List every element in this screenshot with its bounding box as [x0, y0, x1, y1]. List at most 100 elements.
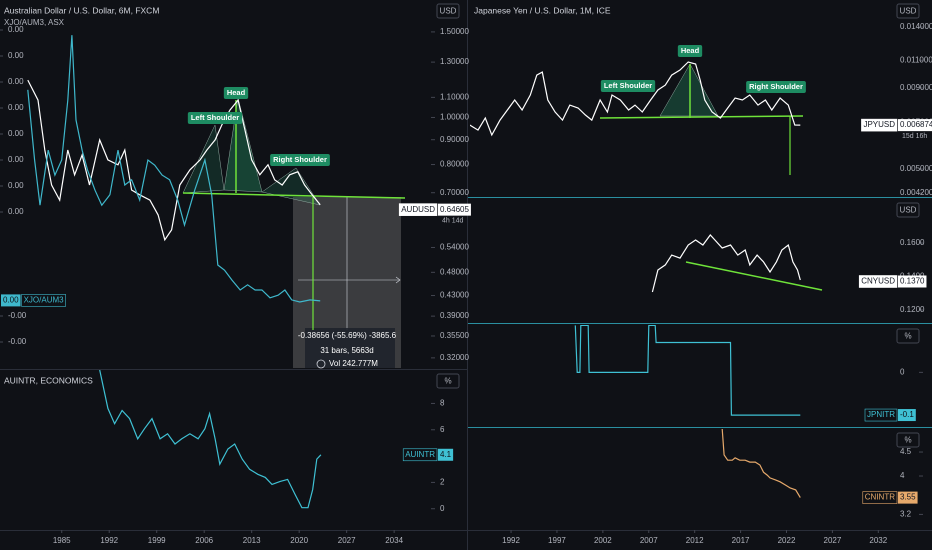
pane-title: Australian Dollar / U.S. Dollar, 6M, FXC… — [4, 5, 159, 15]
series-name-tag: CNYUSD — [861, 277, 895, 286]
y-tick-label: 0.35500 — [440, 331, 469, 340]
pattern-label-box — [187, 112, 243, 124]
last-value-tag — [1, 294, 21, 307]
pattern-label-box — [746, 81, 806, 93]
last-value-label: -0.1 — [900, 410, 914, 419]
y-tick-label: 1.10000 — [440, 92, 469, 101]
y-tick-label: 0 — [900, 367, 905, 376]
pane-title: Japanese Yen / U.S. Dollar, 1M, ICE — [474, 5, 611, 15]
y-tick-label: 0.005000 — [900, 164, 932, 173]
pattern-label: Left Shoulder — [191, 113, 239, 122]
y-tick-label: 0.90000 — [440, 135, 469, 144]
series-line — [721, 429, 801, 498]
x-tick-label: 2017 — [732, 536, 750, 545]
series-line — [470, 61, 801, 137]
y-tick-label: 8 — [440, 399, 445, 408]
series-name-box — [864, 408, 898, 422]
y-tick-label: 0.48000 — [440, 267, 469, 276]
series-name-box — [398, 203, 438, 216]
last-value-tag — [898, 409, 916, 422]
series-line — [574, 325, 801, 416]
unit-label: USD — [900, 206, 917, 215]
last-value-label: 0.00 — [3, 296, 19, 305]
pattern-label: Head — [227, 88, 246, 97]
neckline — [182, 192, 406, 199]
x-tick-label: 2007 — [640, 536, 658, 545]
last-value-label: 4.1 — [440, 450, 452, 459]
series-line — [99, 370, 322, 509]
series-name-tag: CNINTR — [865, 493, 895, 502]
last-value-label: 0.64605 — [440, 205, 469, 214]
y-tick-label: 0.1600 — [900, 238, 925, 247]
series-name-box — [862, 491, 898, 504]
y2-tick-label: 0.00 — [8, 129, 24, 138]
x-tick-label: 2027 — [338, 536, 356, 545]
series-line — [651, 234, 801, 293]
measure-span: 31 bars, 5663d — [320, 346, 373, 355]
last-value-tag — [898, 491, 918, 504]
y-tick-label: 1.30000 — [440, 57, 469, 66]
x-tick-label: 1992 — [100, 536, 118, 545]
y2-tick-label: 0.00 — [8, 77, 24, 86]
x-tick-label: 2022 — [778, 536, 796, 545]
y-tick-label: 0.43000 — [440, 291, 469, 300]
measure-tooltip — [305, 328, 395, 368]
y-tick-label: 0.80000 — [440, 160, 469, 169]
y2-tick-label: 0.00 — [8, 207, 24, 216]
y-tick-label: 1.50000 — [440, 27, 469, 36]
pattern-label: Right Shoulder — [273, 155, 327, 164]
y2-tick-label: -0.00 — [8, 311, 27, 320]
y2-tick-label: 0.00 — [8, 103, 24, 112]
unit-box — [436, 3, 460, 19]
unit-box — [436, 373, 460, 389]
y2-tick-label: 0.00 — [8, 155, 24, 164]
series-name-tag: AUDUSD — [401, 205, 435, 214]
y2-tick-label: -0.00 — [8, 337, 27, 346]
y-tick-label: 4.5 — [900, 447, 912, 456]
measure-change: -0.38656 (-55.69%) -3865.6 — [298, 331, 397, 340]
pattern-label: Right Shoulder — [749, 82, 803, 91]
trend-line — [685, 261, 823, 291]
pattern-label-box — [600, 80, 656, 92]
x-tick-label: 2012 — [686, 536, 704, 545]
y2-tick-label: 0.00 — [8, 181, 24, 190]
y2-tick-label: 0.00 — [8, 25, 24, 34]
unit-box — [896, 432, 920, 448]
series-name-tag: JPYUSD — [863, 120, 895, 129]
unit-box — [896, 3, 920, 19]
last-value-tag — [898, 119, 932, 132]
unit-label: % — [444, 377, 451, 386]
x-tick-label: 1992 — [502, 536, 520, 545]
x-tick-label: 1997 — [548, 536, 566, 545]
unit-label: USD — [440, 7, 457, 16]
series-name-tag: JPNITR — [867, 410, 895, 419]
bar-countdown: 15d 16h — [902, 133, 927, 140]
x-tick-label: 2006 — [195, 536, 213, 545]
x-tick-label: 1999 — [148, 536, 166, 545]
y-tick-label: 0.004200 — [900, 188, 932, 197]
x-tick-label: 2020 — [290, 536, 308, 545]
y-tick-label: 2 — [440, 478, 445, 487]
last-value-label: 0.1370 — [900, 277, 925, 286]
last-value-tag — [438, 203, 471, 216]
bar-countdown: 4h 14d — [442, 217, 464, 224]
unit-box — [896, 328, 920, 344]
pattern-label-box — [270, 154, 330, 166]
x-tick-label: 2002 — [594, 536, 612, 545]
pattern-label: Left Shoulder — [604, 81, 652, 90]
y-tick-label: 0.014000 — [900, 22, 932, 31]
neckline — [599, 115, 804, 119]
last-value-tag — [898, 275, 927, 288]
last-value-label: 3.55 — [900, 493, 916, 502]
series-name-box — [858, 275, 898, 288]
y-tick-label: 4 — [900, 471, 905, 480]
unit-box — [896, 202, 920, 218]
y-tick-label: 0.011000 — [900, 55, 932, 64]
y-tick-label: 0.70000 — [440, 188, 469, 197]
x-tick-label: 2032 — [869, 536, 887, 545]
x-tick-label: 2013 — [243, 536, 261, 545]
pattern-label-box — [677, 45, 703, 57]
series-line — [27, 35, 321, 303]
pattern-label-box — [223, 87, 249, 99]
